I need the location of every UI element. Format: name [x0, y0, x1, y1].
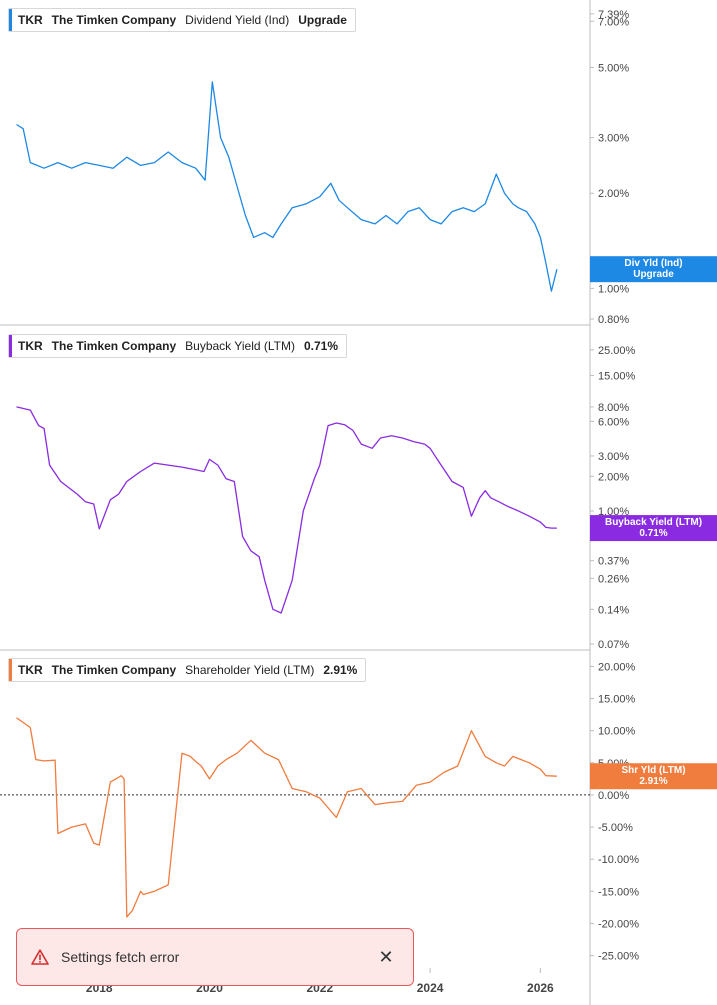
legend-metric: Dividend Yield (Ind)	[185, 13, 290, 27]
legend-value[interactable]: Upgrade	[298, 13, 347, 27]
x-tick-label: 2026	[527, 981, 554, 995]
series-color-bar	[9, 659, 12, 681]
legend-value: 0.71%	[303, 339, 339, 353]
y-tick-label: 7.39%	[598, 9, 629, 21]
end-value-label: Div Yld (Ind)	[624, 258, 682, 269]
y-tick-label: 0.37%	[598, 556, 629, 568]
end-value-label: Upgrade	[633, 269, 674, 280]
y-tick-label: 2.00%	[598, 188, 629, 200]
y-tick-label: 2.00%	[598, 471, 629, 483]
y-tick-label: 1.00%	[598, 506, 629, 518]
legend-company: The Timken Company	[51, 663, 177, 677]
legend-metric: Buyback Yield (LTM)	[185, 339, 295, 353]
y-tick-label: 3.00%	[598, 133, 629, 145]
y-tick-label: 25.00%	[598, 345, 636, 357]
series-line	[16, 406, 557, 614]
toast-message: Settings fetch error	[61, 949, 180, 965]
x-tick-label: 2024	[417, 981, 444, 995]
end-value-box	[590, 256, 717, 283]
end-value-label: 2.91%	[639, 776, 667, 787]
y-tick-label: -10.00%	[598, 854, 639, 866]
legend-ticker: TKR	[18, 13, 43, 27]
y-tick-label: 8.00%	[598, 402, 629, 414]
end-value-box	[590, 515, 717, 542]
legend-value: 2.91%	[323, 663, 358, 677]
close-icon[interactable]: ✕	[378, 946, 394, 967]
y-tick-label: 6.00%	[598, 416, 629, 428]
legend-ticker: TKR	[18, 339, 43, 353]
y-tick-label: 0.80%	[598, 314, 629, 326]
legend-company: The Timken Company	[51, 339, 177, 353]
y-tick-label: 0.00%	[598, 790, 629, 802]
legend-metric: Shareholder Yield (LTM)	[185, 663, 315, 677]
y-tick-label: 7.00%	[598, 16, 629, 28]
series-color-bar	[9, 335, 12, 357]
y-tick-label: 5.00%	[598, 62, 629, 74]
y-tick-label: 10.00%	[598, 726, 636, 738]
y-tick-label: -20.00%	[598, 918, 639, 930]
legend-shareholder-yield[interactable]: TKR The Timken Company Shareholder Yield…	[8, 658, 367, 682]
legend-buyback-yield[interactable]: TKR The Timken Company Buyback Yield (LT…	[8, 334, 348, 358]
series-color-bar	[9, 9, 12, 31]
legend-ticker: TKR	[18, 663, 43, 677]
y-tick-label: 1.00%	[598, 283, 629, 295]
series-line	[16, 717, 557, 918]
y-tick-label: 20.00%	[598, 661, 636, 673]
y-tick-label: 15.00%	[598, 370, 636, 382]
legend-dividend-yield[interactable]: TKR The Timken Company Dividend Yield (I…	[8, 8, 356, 32]
y-tick-label: 0.07%	[598, 639, 629, 651]
y-tick-label: 0.14%	[598, 604, 629, 616]
end-value-box	[590, 763, 717, 790]
warning-icon	[31, 949, 49, 965]
end-value-label: 0.71%	[639, 528, 667, 539]
error-toast: Settings fetch error ✕	[16, 928, 414, 986]
series-line	[16, 81, 558, 292]
legend-company: The Timken Company	[51, 13, 177, 27]
y-tick-label: 3.00%	[598, 451, 629, 463]
y-tick-label: 0.26%	[598, 573, 629, 585]
y-tick-label: 15.00%	[598, 694, 636, 706]
end-value-label: Buyback Yield (LTM)	[605, 517, 702, 528]
end-value-label: Shr Yld (LTM)	[621, 765, 685, 776]
y-tick-label: -5.00%	[598, 822, 633, 834]
y-tick-label: -15.00%	[598, 886, 639, 898]
y-tick-label: -25.00%	[598, 951, 639, 963]
